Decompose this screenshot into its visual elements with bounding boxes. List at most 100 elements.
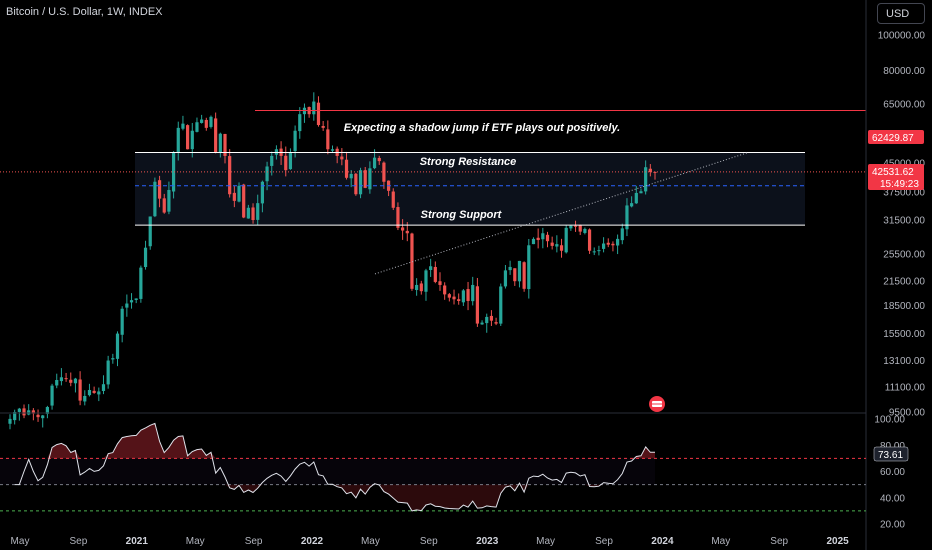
candle-body [550, 242, 554, 246]
candle-body [438, 281, 442, 285]
candle-body [111, 358, 115, 360]
price-tick-label: 11100.00 [885, 383, 926, 394]
currency-button[interactable]: USD [877, 3, 925, 24]
price-tick-label: 45000.00 [883, 158, 925, 169]
candle-body [256, 203, 260, 220]
candle-body [78, 379, 82, 401]
candle-body [620, 228, 624, 241]
target-price-label: 62429.87 [872, 133, 914, 144]
candle-body [129, 300, 134, 303]
candle-body [17, 408, 21, 412]
candle-body [330, 149, 335, 151]
candle-body [429, 266, 433, 271]
candle-body [517, 260, 522, 282]
time-tick-label: May [711, 536, 730, 547]
symbol-title[interactable]: Bitcoin / U.S. Dollar, 1W, INDEX [6, 6, 163, 18]
rsi-band-background [0, 458, 655, 485]
time-tick-label: Sep [70, 536, 88, 547]
candle-body [527, 245, 531, 290]
candle-body [391, 191, 395, 208]
candle-body [592, 251, 596, 253]
candle-body [569, 225, 573, 229]
candle-body [489, 315, 494, 321]
candle-body [87, 389, 92, 396]
candle-body [162, 198, 166, 213]
price-axis[interactable]: 100000.00 80000.00 65000.00 45000.00 37500.0… [878, 31, 926, 419]
candle-body [644, 167, 648, 192]
candle-body [251, 207, 255, 221]
candle-body [55, 380, 59, 386]
candle-body [134, 298, 138, 300]
candle-body [344, 159, 349, 178]
candle-body [232, 192, 236, 201]
price-tick-label: 31500.00 [883, 216, 925, 227]
candle-body [447, 294, 451, 298]
time-tick-label: May [361, 536, 380, 547]
candle-body [559, 245, 564, 251]
candle-body [139, 267, 143, 299]
candle-body [157, 180, 162, 199]
time-tick-label: 2021 [126, 536, 149, 547]
candle-body [265, 166, 269, 182]
candle-body [541, 233, 545, 240]
candle-body [186, 125, 190, 150]
candle-body [513, 268, 517, 282]
time-tick-label: Sep [420, 536, 438, 547]
candle-body [573, 225, 578, 227]
target-price-tag: 62429.87 [868, 130, 924, 144]
candle-body [503, 270, 508, 287]
price-tick-label: 15500.00 [883, 329, 925, 340]
candle-body [8, 418, 12, 424]
candle-body [246, 207, 250, 219]
candle-body [372, 157, 377, 169]
candle-body [195, 122, 199, 132]
candle-body [242, 184, 246, 218]
candle-body [625, 205, 629, 230]
time-tick-label: May [11, 536, 30, 547]
last-price-label: 42531.62 [872, 167, 914, 178]
candle-body [288, 152, 293, 170]
time-tick-label: May [536, 536, 555, 547]
rsi-tick-label: 20.00 [880, 520, 905, 531]
countdown-label: 15:49:23 [880, 179, 919, 190]
candle-body [36, 414, 40, 418]
candle-body [176, 127, 180, 152]
candle-body [480, 322, 484, 325]
candle-body [69, 379, 73, 383]
candle-body [401, 227, 405, 231]
time-tick-label: May [186, 536, 205, 547]
candle-body [601, 243, 606, 249]
rsi-current-label: 73.61 [878, 450, 903, 461]
candle-body [616, 238, 620, 246]
candle-body [363, 170, 367, 188]
candle-body [419, 283, 423, 292]
price-tick-label: 37500.00 [883, 188, 925, 199]
rsi-tick-label: 80.00 [880, 441, 905, 452]
candle-body [630, 203, 634, 207]
rsi-fill-group [0, 423, 656, 511]
candle-body [228, 156, 232, 195]
event-flag-icon[interactable] [649, 396, 665, 412]
candle-body [457, 299, 461, 301]
candle-body [27, 410, 31, 415]
price-tick-label: 18500.00 [883, 301, 925, 312]
candle-body [368, 168, 372, 190]
candle-body [522, 262, 526, 289]
candle-body [648, 168, 652, 173]
candle-body [564, 227, 568, 253]
target-note: Expecting a shadow jump if ETF plays out… [344, 122, 620, 134]
candle-body [415, 284, 419, 290]
price-tick-label: 80000.00 [883, 66, 925, 77]
candle-body [499, 286, 503, 324]
time-tick-label: Sep [595, 536, 613, 547]
candle-body [536, 237, 540, 241]
resistance-label: Strong Resistance [420, 156, 517, 168]
rsi-line[interactable] [14, 422, 655, 512]
rsi-axis[interactable]: 100.00 80.00 60.00 40.00 20.00 [874, 415, 905, 531]
resistance-support-zone [135, 152, 805, 226]
last-price-tag: 42531.62 15:49:23 [868, 164, 924, 190]
candle-body [471, 284, 475, 302]
time-axis[interactable]: May Sep 2021 May Sep 2022 May Sep 2023 May Sep 2024… [11, 536, 850, 547]
candle-body [260, 181, 264, 204]
